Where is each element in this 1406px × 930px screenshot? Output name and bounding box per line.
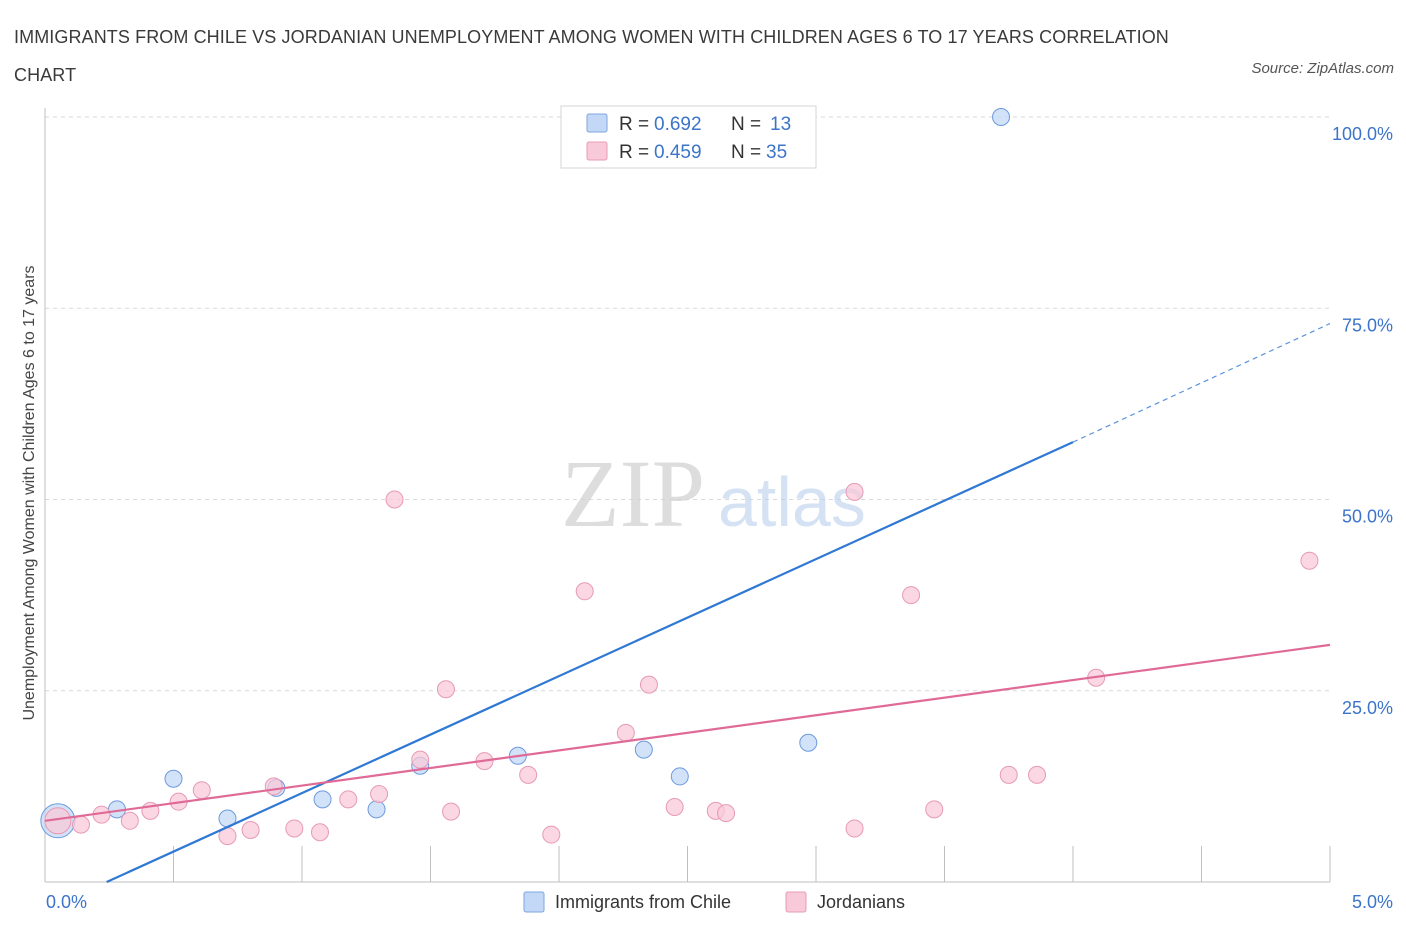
bottom-legend: Immigrants from Chile Jordanians: [523, 891, 905, 913]
point-jordanians: [519, 765, 538, 784]
point-jordanians: [845, 482, 864, 501]
legend-n-value-chile: 13: [770, 114, 791, 135]
point-jordanians: [442, 802, 461, 821]
trend-line-chile-extension: [1072, 323, 1331, 443]
point-jordanians: [370, 785, 389, 804]
axes: [44, 108, 1331, 883]
point-jordanians: [665, 798, 684, 817]
point-jordanians: [845, 819, 864, 838]
point-jordanians: [120, 811, 139, 830]
point-chile: [367, 800, 386, 819]
source-label: Source: ZipAtlas.com: [1251, 60, 1394, 77]
point-jordanians: [925, 800, 944, 819]
point-jordanians: [385, 490, 404, 509]
point-jordanians: [999, 765, 1018, 784]
y-tick-label: 25.0%: [1342, 698, 1393, 718]
point-jordanians: [264, 777, 283, 796]
x-tick-label: 5.0%: [1352, 892, 1393, 912]
data-points: [40, 108, 1319, 846]
chart-title: IMMIGRANTS FROM CHILE VS JORDANIAN UNEMP…: [14, 27, 1169, 85]
legend-n-label: N =: [731, 114, 761, 135]
point-jordanians: [542, 825, 561, 844]
y-axis-label: Unemployment Among Women with Children A…: [21, 265, 38, 720]
bottom-legend-label-chile: Immigrants from Chile: [555, 892, 731, 912]
point-chile: [634, 740, 653, 759]
legend-swatch-chile: [586, 113, 608, 133]
point-chile: [164, 769, 183, 788]
point-jordanians: [717, 804, 736, 823]
watermark-atlas: atlas: [718, 463, 866, 541]
legend-r-value-jordanians: 0.459: [654, 142, 702, 163]
legend-box: R = 0.692 N = 13 R = 0.459 N = 35: [560, 105, 817, 169]
point-jordanians: [241, 820, 260, 839]
point-jordanians: [616, 723, 635, 742]
y-tick-label: 50.0%: [1342, 507, 1393, 527]
bottom-legend-swatch-jordanians: [785, 891, 807, 913]
point-chile: [670, 767, 689, 786]
point-jordanians: [44, 807, 72, 835]
point-jordanians: [71, 815, 90, 834]
trend-line-jordanians: [44, 643, 1331, 822]
trend-lines: [44, 323, 1331, 884]
legend-r-label: R =: [619, 114, 649, 135]
point-jordanians: [1300, 551, 1319, 570]
legend-swatch-jordanians: [586, 141, 608, 161]
point-jordanians: [339, 790, 358, 809]
point-jordanians: [436, 680, 455, 699]
watermark-zip: ZIP: [561, 440, 705, 547]
point-jordanians: [411, 750, 430, 769]
trend-line-chile: [106, 441, 1074, 884]
point-jordanians: [310, 823, 329, 842]
tick-labels: 25.0% 50.0% 75.0% 100.0% 0.0% 5.0%: [46, 124, 1393, 912]
bottom-legend-label-jordanians: Jordanians: [817, 892, 905, 912]
watermark: ZIP atlas: [561, 440, 866, 547]
x-tick-label: 0.0%: [46, 892, 87, 912]
point-jordanians: [192, 781, 211, 800]
legend-n-label: N =: [731, 142, 761, 163]
point-chile: [799, 733, 818, 752]
point-jordanians: [1028, 765, 1047, 784]
point-jordanians: [285, 819, 304, 838]
point-jordanians: [639, 675, 658, 694]
legend-n-value-jordanians: 35: [766, 142, 787, 163]
point-jordanians: [575, 582, 594, 601]
y-tick-label: 75.0%: [1342, 315, 1393, 335]
point-chile: [992, 108, 1011, 126]
legend-r-label: R =: [619, 142, 649, 163]
legend-r-value-chile: 0.692: [654, 114, 702, 135]
bottom-legend-swatch-chile: [523, 891, 545, 913]
point-chile: [313, 790, 332, 809]
point-jordanians: [902, 586, 921, 605]
y-tick-label: 100.0%: [1332, 124, 1393, 144]
gridlines: [45, 116, 1330, 692]
